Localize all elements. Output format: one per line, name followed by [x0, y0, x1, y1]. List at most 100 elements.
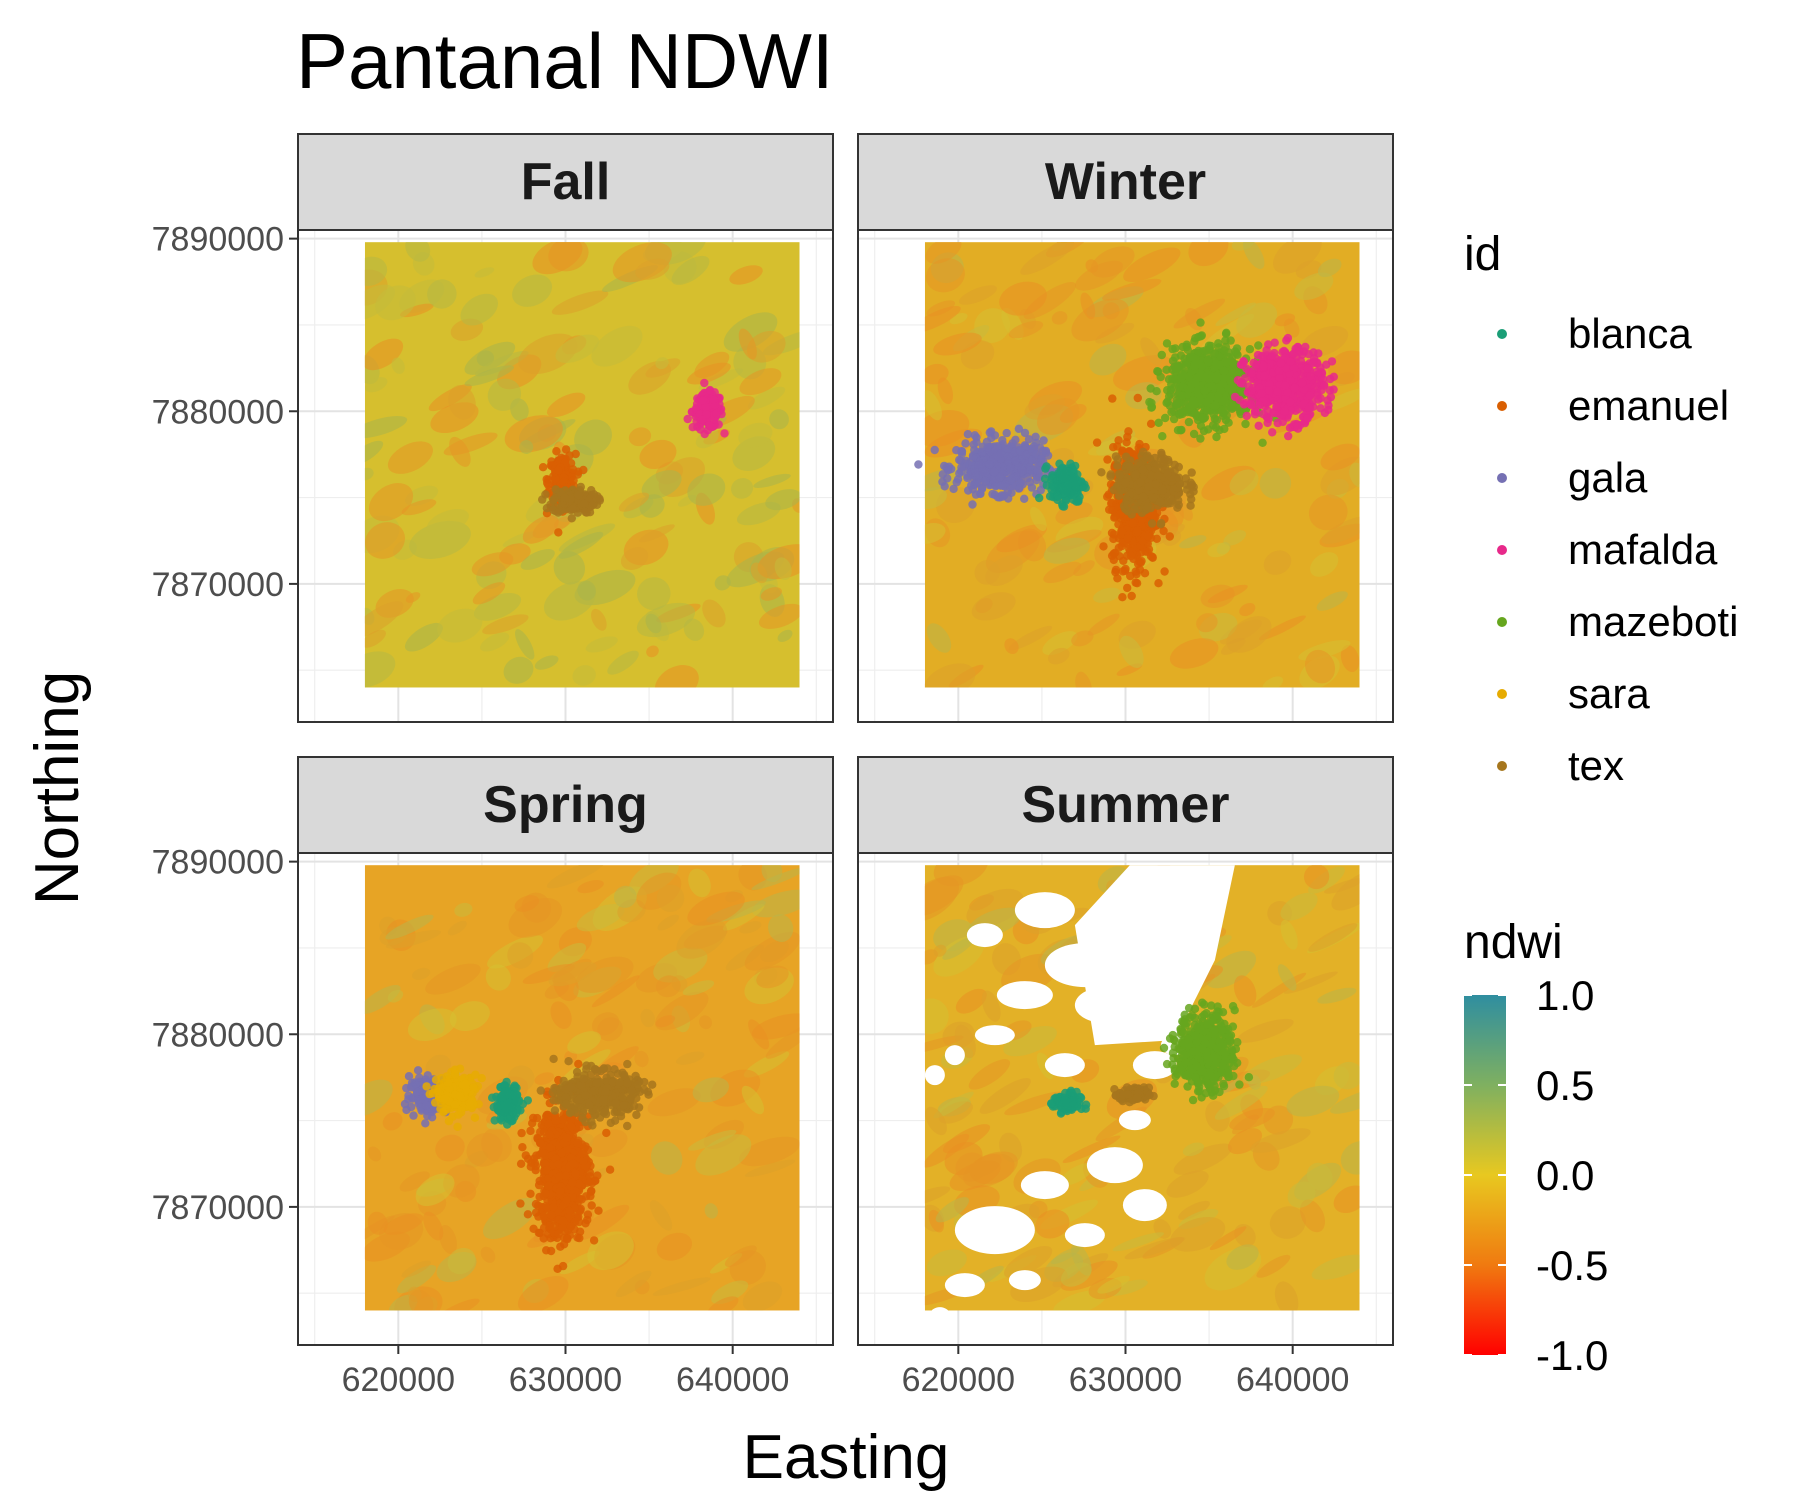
point-mazeboti — [1155, 419, 1163, 427]
point-tex — [550, 495, 558, 503]
point-emanuel — [547, 1247, 555, 1255]
point-emanuel — [544, 481, 552, 489]
point-mafalda — [1297, 357, 1305, 365]
point-mazeboti — [1191, 362, 1199, 370]
point-blanca — [524, 1096, 532, 1104]
point-mazeboti — [1212, 374, 1220, 382]
point-gala — [997, 482, 1005, 490]
point-mafalda — [1260, 372, 1268, 380]
point-mazeboti — [1185, 373, 1193, 381]
facet-spring: Spring — [298, 757, 833, 1345]
point-mafalda — [1268, 428, 1276, 436]
point-emanuel — [1121, 567, 1129, 575]
point-blanca — [1066, 460, 1074, 468]
point-mazeboti — [1208, 382, 1216, 390]
point-tex — [1131, 505, 1139, 513]
point-mafalda — [1316, 404, 1324, 412]
point-mafalda — [1268, 351, 1276, 359]
point-emanuel — [1099, 542, 1107, 550]
point-mafalda — [1234, 376, 1242, 384]
point-sara — [444, 1079, 452, 1087]
point-gala — [944, 466, 952, 474]
point-emanuel — [554, 528, 562, 536]
point-gala — [955, 469, 963, 477]
facet-strip-label: Winter — [1045, 153, 1206, 211]
point-mazeboti — [1258, 439, 1266, 447]
point-mazeboti — [1162, 366, 1170, 374]
point-tex — [1106, 472, 1114, 480]
point-mafalda — [1238, 360, 1246, 368]
point-mafalda — [1323, 396, 1331, 404]
point-blanca — [1048, 471, 1056, 479]
facet-winter: Winter — [858, 134, 1393, 722]
point-sara — [451, 1066, 459, 1074]
point-tex — [1174, 496, 1182, 504]
point-tex — [1122, 479, 1130, 487]
point-tex — [1123, 501, 1131, 509]
point-emanuel — [1114, 520, 1122, 528]
point-emanuel — [574, 1060, 582, 1068]
point-emanuel — [554, 466, 562, 474]
point-tex — [1139, 466, 1147, 474]
point-blanca — [513, 1091, 521, 1099]
point-blanca — [501, 1087, 509, 1095]
point-mafalda — [1259, 410, 1267, 418]
point-sara — [439, 1108, 447, 1116]
point-tex — [1187, 495, 1195, 503]
point-sara — [471, 1114, 479, 1122]
point-emanuel — [1123, 584, 1131, 592]
point-emanuel — [1105, 506, 1113, 514]
point-mafalda — [1243, 412, 1251, 420]
point-gala — [1034, 467, 1042, 475]
point-mazeboti — [1158, 432, 1166, 440]
point-sara — [454, 1110, 462, 1118]
point-mafalda — [1259, 362, 1267, 370]
point-emanuel — [1147, 552, 1155, 560]
point-blanca — [1054, 493, 1062, 501]
point-emanuel — [533, 1114, 541, 1122]
point-tex — [586, 508, 594, 516]
point-tex — [575, 491, 583, 499]
point-emanuel — [539, 463, 547, 471]
point-gala — [961, 439, 969, 447]
point-mafalda — [698, 416, 706, 424]
point-tex — [1144, 482, 1152, 490]
point-gala — [964, 430, 972, 438]
point-mazeboti — [1204, 356, 1212, 364]
point-mafalda — [1279, 418, 1287, 426]
point-mafalda — [1255, 401, 1263, 409]
chart-title: Pantanal NDWI — [296, 17, 834, 105]
point-tex — [1163, 470, 1171, 478]
point-emanuel — [572, 450, 580, 458]
point-mafalda — [1291, 384, 1299, 392]
point-gala — [1011, 457, 1019, 465]
point-tex — [1136, 478, 1144, 486]
point-tex — [561, 494, 569, 502]
point-blanca — [1058, 464, 1066, 472]
point-mazeboti — [1171, 353, 1179, 361]
point-tex — [1144, 502, 1152, 510]
point-gala — [414, 1066, 422, 1074]
point-emanuel — [1093, 438, 1101, 446]
point-gala — [1039, 436, 1047, 444]
point-mazeboti — [1158, 351, 1166, 359]
point-emanuel — [526, 1127, 534, 1135]
point-gala — [970, 446, 978, 454]
point-mazeboti — [1183, 406, 1191, 414]
point-emanuel — [581, 1219, 589, 1227]
point-gala — [978, 485, 986, 493]
point-blanca — [1064, 481, 1072, 489]
point-gala — [1008, 439, 1016, 447]
point-mazeboti — [1220, 374, 1228, 382]
point-gala — [957, 456, 965, 464]
point-mafalda — [1284, 432, 1292, 440]
point-tex — [1116, 471, 1124, 479]
point-blanca — [1073, 476, 1081, 484]
point-mafalda — [1294, 425, 1302, 433]
point-gala — [1023, 474, 1031, 482]
point-gala — [999, 492, 1007, 500]
point-sara — [453, 1123, 461, 1131]
point-mafalda — [1298, 379, 1306, 387]
point-tex — [1173, 504, 1181, 512]
